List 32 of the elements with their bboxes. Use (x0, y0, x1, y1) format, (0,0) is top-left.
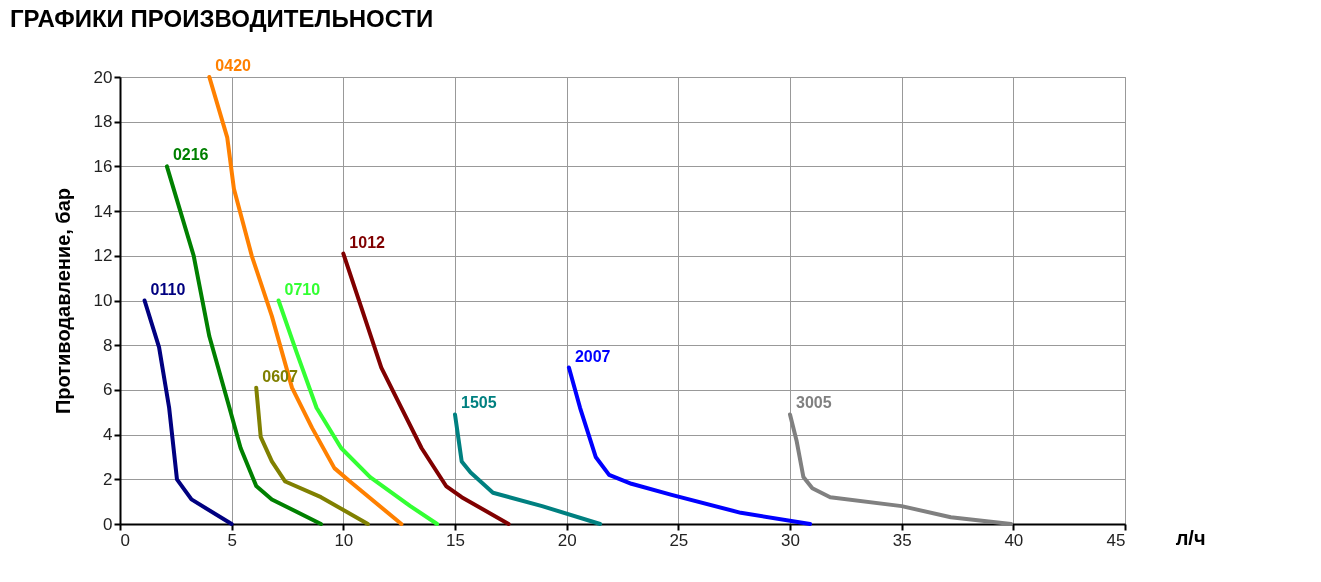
x-tick-label: 35 (892, 530, 912, 550)
y-tick-label: 20 (93, 67, 113, 87)
chart-title: ГРАФИКИ ПРОИЗВОДИТЕЛЬНОСТИ (10, 5, 434, 32)
y-tick-label: 16 (93, 156, 113, 176)
y-tick-label: 6 (103, 380, 113, 400)
y-tick-label: 14 (93, 201, 113, 221)
y-axis-title: Противодавление, бар (51, 187, 74, 415)
y-tick-label: 8 (103, 335, 113, 355)
series-label: 1012 (349, 233, 386, 251)
x-tick-label: 25 (669, 530, 689, 550)
series-label: 0110 (150, 280, 186, 298)
series-label: 0420 (215, 57, 252, 74)
y-tick-label: 12 (93, 246, 113, 266)
y-tick-label: 4 (103, 425, 113, 445)
series-label: 1505 (461, 394, 497, 412)
x-tick-label: 0 (120, 530, 130, 550)
y-tick-label: 10 (93, 291, 113, 310)
series-label: 2007 (574, 347, 611, 365)
x-tick-label: 45 (1106, 530, 1126, 550)
x-axis-title: л/ч (1175, 526, 1206, 549)
series-label: 0216 (172, 146, 209, 164)
x-tick-label: 5 (227, 530, 237, 550)
x-tick-label: 10 (334, 530, 354, 550)
x-tick-label: 20 (557, 530, 577, 550)
series-label: 3005 (796, 394, 832, 412)
y-tick-label: 18 (93, 112, 113, 132)
series-label: 0710 (284, 280, 321, 298)
y-tick-label: 0 (103, 514, 113, 534)
x-tick-label: 15 (446, 530, 465, 550)
x-tick-label: 30 (781, 530, 800, 550)
y-tick-label: 2 (103, 469, 113, 489)
x-tick-label: 40 (1004, 530, 1024, 550)
